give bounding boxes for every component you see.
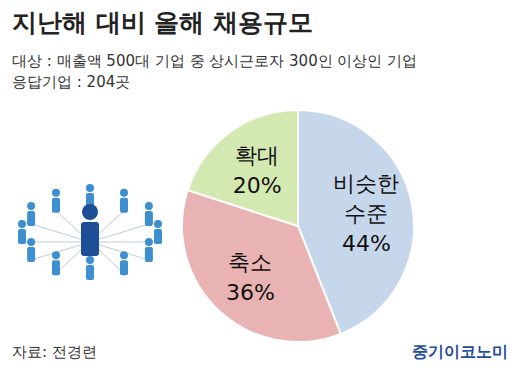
icon-head bbox=[52, 251, 60, 259]
icon-body bbox=[81, 222, 99, 256]
icon-body bbox=[27, 211, 35, 226]
pie: 비슷한수준 44% 축소 36% 확대 20% bbox=[182, 110, 414, 342]
icon-head bbox=[18, 220, 26, 228]
icon-body bbox=[52, 198, 60, 213]
icon-body bbox=[154, 229, 162, 244]
slice-label: 축소 bbox=[228, 250, 272, 275]
icon-body bbox=[52, 260, 60, 275]
icon-body bbox=[120, 260, 128, 275]
icon-head bbox=[86, 256, 94, 264]
slice-label-line: 확대 bbox=[235, 143, 279, 168]
icon-head bbox=[145, 202, 153, 210]
icon-body bbox=[145, 247, 153, 262]
icon-head bbox=[52, 189, 60, 197]
icon-body bbox=[86, 265, 94, 280]
subtitle: 응답기업 : 204곳 bbox=[12, 73, 130, 91]
data-label: 20% bbox=[233, 173, 282, 198]
slice-label-line: 수준 bbox=[344, 201, 388, 226]
data-label: 36% bbox=[226, 280, 275, 305]
icon-body bbox=[120, 198, 128, 213]
icon-head bbox=[120, 189, 128, 197]
subtitle: 대상 : 매출액 500대 기업 중 상시근로자 300인 이상인 기업 bbox=[12, 52, 417, 70]
brand: 중기이코노미 bbox=[412, 342, 508, 361]
icon-body bbox=[27, 247, 35, 262]
slice-label: 비슷한수준 bbox=[333, 171, 399, 226]
slice-label: 확대 bbox=[235, 143, 279, 168]
icon-head bbox=[120, 251, 128, 259]
icon-head bbox=[27, 238, 35, 246]
source: 자료: 전경련 bbox=[12, 343, 97, 361]
people-icon bbox=[18, 184, 162, 280]
chart-root: 지난해 대비 올해 채용규모대상 : 매출액 500대 기업 중 상시근로자 3… bbox=[0, 0, 523, 368]
icon-head bbox=[82, 204, 98, 220]
slice-label-line: 축소 bbox=[228, 250, 272, 275]
icon-head bbox=[86, 184, 94, 192]
slice-label-line: 비슷한 bbox=[333, 171, 399, 196]
icon-body bbox=[145, 211, 153, 226]
icon-head bbox=[154, 220, 162, 228]
icon-head bbox=[27, 202, 35, 210]
icon-head bbox=[145, 238, 153, 246]
data-label: 44% bbox=[342, 231, 391, 256]
pie-slice bbox=[188, 110, 298, 226]
icon-body bbox=[18, 229, 26, 244]
title: 지난해 대비 올해 채용규모 bbox=[12, 8, 313, 37]
